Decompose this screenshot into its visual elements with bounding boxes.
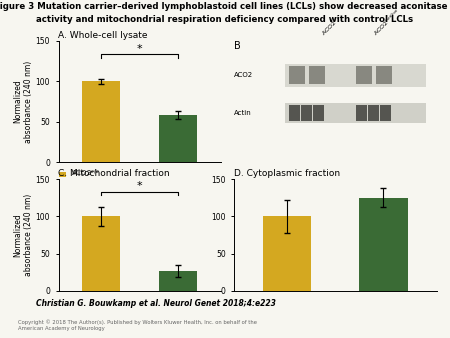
Bar <box>81 216 120 291</box>
Legend: ACO2$^{c/c}$, ACO2$^{het/het}$: ACO2$^{c/c}$, ACO2$^{het/het}$ <box>59 168 111 194</box>
Bar <box>81 81 120 162</box>
Text: Christian G. Bouwkamp et al. Neurol Genet 2018;4:e223: Christian G. Bouwkamp et al. Neurol Gene… <box>36 299 276 308</box>
Text: *: * <box>137 181 142 191</box>
Bar <box>356 66 372 84</box>
Bar <box>368 105 379 121</box>
Bar <box>284 64 427 87</box>
Bar <box>301 105 312 121</box>
Bar <box>380 105 391 121</box>
Text: C. Mitochondrial fraction: C. Mitochondrial fraction <box>58 169 170 178</box>
Bar <box>159 115 198 162</box>
Y-axis label: Normalized
absorbance (240 nm): Normalized absorbance (240 nm) <box>14 60 33 143</box>
Bar <box>159 271 198 291</box>
Bar <box>313 105 324 121</box>
Text: activity and mitochondrial respiration deficiency compared with control LCLs: activity and mitochondrial respiration d… <box>36 15 414 24</box>
Text: ACO2$^{het/het}$: ACO2$^{het/het}$ <box>372 6 403 38</box>
Text: ACO2$^{c/c}$: ACO2$^{c/c}$ <box>319 14 344 38</box>
Text: Actin: Actin <box>234 110 252 116</box>
Text: B: B <box>234 41 241 51</box>
Bar <box>289 66 305 84</box>
Text: *: * <box>137 44 142 53</box>
Text: D. Cytoplasmic fraction: D. Cytoplasmic fraction <box>234 169 340 178</box>
Bar <box>284 103 427 123</box>
Text: Copyright © 2018 The Author(s). Published by Wolters Kluwer Health, Inc. on beha: Copyright © 2018 The Author(s). Publishe… <box>18 319 257 331</box>
Bar <box>309 66 325 84</box>
Bar <box>289 105 300 121</box>
Bar <box>360 198 408 291</box>
Text: ACO2: ACO2 <box>234 72 253 78</box>
Bar <box>376 66 392 84</box>
Y-axis label: Normalized
absorbance (240 nm): Normalized absorbance (240 nm) <box>14 194 33 276</box>
Text: A. Whole-cell lysate: A. Whole-cell lysate <box>58 31 148 40</box>
Text: Figure 3 Mutation carrier–derived lymphoblastoid cell lines (LCLs) show decrease: Figure 3 Mutation carrier–derived lympho… <box>0 2 450 11</box>
Bar <box>263 216 311 291</box>
Bar <box>356 105 367 121</box>
